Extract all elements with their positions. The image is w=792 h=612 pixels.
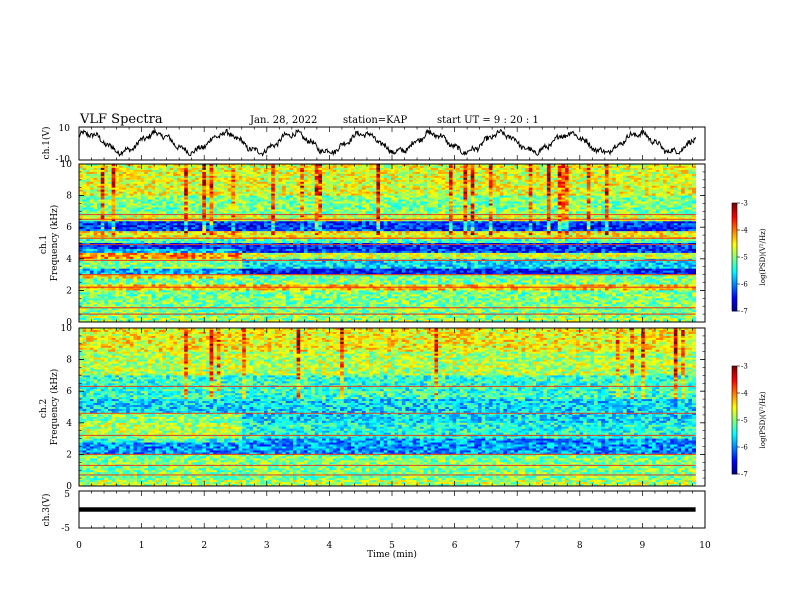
ch1-panel: 10 -10 ch.1(V) xyxy=(41,124,705,165)
vlf-spectra-figure: VLF Spectra Jan. 28, 2022 station=KAP st… xyxy=(0,0,792,612)
ch1-ylabel: ch.1(V) xyxy=(41,127,52,160)
ch1-waveform xyxy=(79,129,696,155)
station-label: station=KAP xyxy=(343,115,407,126)
ch1-trace xyxy=(79,129,696,155)
start-time-label: start UT = 9 : 20 : 1 xyxy=(437,115,539,126)
ch1-spectrogram xyxy=(79,164,705,322)
ch1-ytick-top: 10 xyxy=(59,124,71,134)
date-label: Jan. 28, 2022 xyxy=(249,115,317,126)
figure-title: VLF Spectra xyxy=(79,112,163,127)
